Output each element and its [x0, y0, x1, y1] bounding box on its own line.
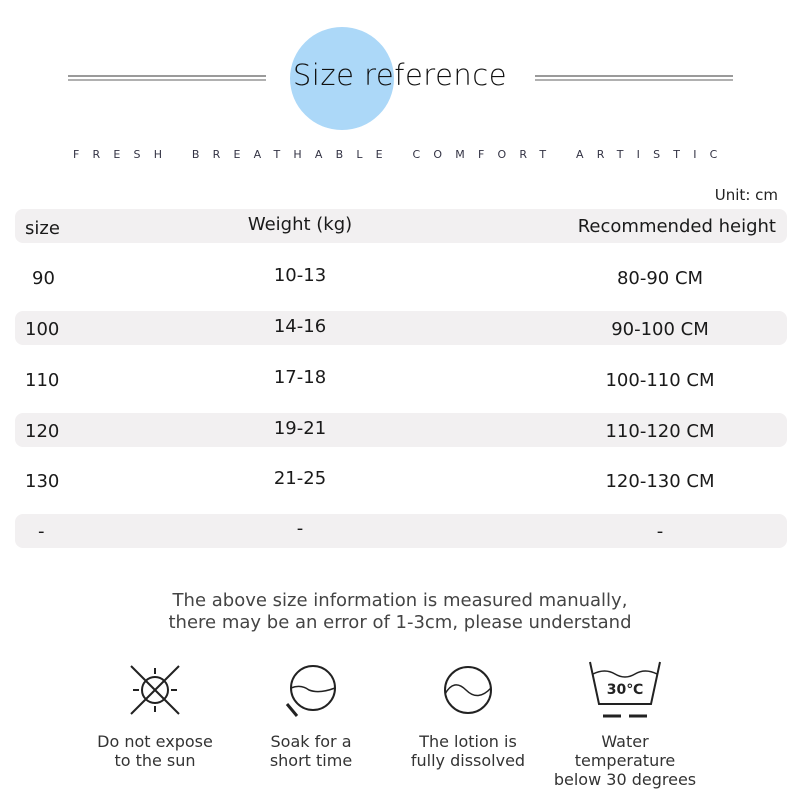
height-cell: 80-90 CM	[616, 268, 704, 289]
decor-line-right	[535, 75, 733, 81]
care-label: The lotion is	[419, 732, 517, 751]
header-height: Recommended height	[577, 216, 776, 237]
care-label: below 30 degrees	[553, 770, 697, 789]
wash-30-icon: 30℃	[589, 661, 661, 718]
size-cell: 120	[25, 421, 60, 442]
care-label: short time	[269, 751, 353, 770]
note-line: there may be an error of 1-3cm, please u…	[168, 612, 632, 633]
measurement-note: The above size information is measured m…	[0, 590, 800, 634]
row-band	[15, 311, 787, 345]
decor-line-left	[68, 75, 266, 81]
size-cell: 100	[25, 319, 60, 340]
soak-icon	[285, 665, 336, 717]
care-label: Soak for a	[270, 732, 352, 751]
dissolve-icon	[444, 666, 492, 714]
temperature-label: 30℃	[607, 682, 643, 698]
care-item: The lotion is fully dissolved	[393, 660, 543, 770]
height-cell: -	[656, 521, 664, 542]
size-cell: 110	[25, 370, 60, 391]
weight-cell: 21-25	[273, 468, 327, 489]
height-cell: 120-130 CM	[605, 471, 715, 492]
header-size: size	[25, 218, 60, 239]
no-sun-icon	[130, 665, 180, 715]
row-band	[15, 514, 787, 548]
unit-label: Unit: cm	[714, 186, 778, 204]
weight-cell: 19-21	[273, 418, 327, 439]
weight-cell: 17-18	[273, 367, 327, 388]
height-cell: 100-110 CM	[605, 370, 715, 391]
care-item: Do not expose to the sun	[80, 660, 230, 770]
title-circle	[290, 27, 394, 130]
size-cell: 130	[25, 471, 60, 492]
row-band	[15, 413, 787, 447]
care-label: Do not expose	[97, 732, 213, 751]
weight-cell: 10-13	[273, 265, 327, 286]
care-item: 30℃ Water temperature below 30 degrees	[550, 660, 700, 789]
tagline: FRESH BREATHABLE COMFORT ARTISTIC	[73, 148, 731, 161]
note-line: The above size information is measured m…	[172, 590, 628, 611]
weight-cell: -	[296, 518, 304, 539]
size-cell: 90	[32, 268, 55, 289]
table-header	[15, 209, 787, 243]
header-weight: Weight (kg)	[247, 214, 353, 235]
size-cell: -	[38, 521, 45, 542]
height-cell: 90-100 CM	[611, 319, 709, 340]
weight-cell: 14-16	[273, 316, 327, 337]
care-label: to the sun	[114, 751, 196, 770]
care-item: Soak for a short time	[236, 660, 386, 770]
page-title: Size reference	[292, 58, 508, 92]
care-label: Water temperature	[574, 732, 676, 770]
care-label: fully dissolved	[410, 751, 526, 770]
height-cell: 110-120 CM	[605, 421, 715, 442]
